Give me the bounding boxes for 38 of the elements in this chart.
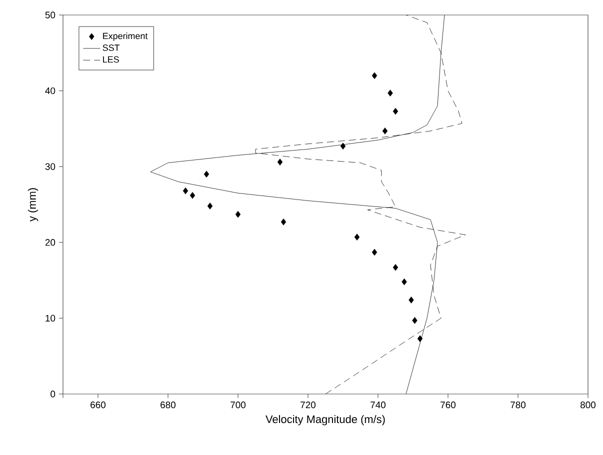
- x-tick-label: 740: [370, 402, 386, 408]
- point: [392, 108, 398, 115]
- point: [277, 158, 283, 166]
- y-tick-label: 50: [45, 12, 56, 18]
- point: [204, 170, 210, 178]
- point: [388, 90, 393, 96]
- x-axis-title: Velocity Magnitude (m/s): [266, 415, 385, 426]
- point: [182, 187, 188, 194]
- point: [372, 72, 378, 80]
- point: [417, 335, 423, 342]
- x-tick-label: 800: [580, 402, 596, 408]
- y-tick-label: 0: [50, 390, 56, 398]
- y-tick-label: 30: [45, 163, 56, 170]
- point: [392, 264, 398, 271]
- legend-label: SST: [102, 44, 120, 51]
- x-tick-label: 660: [90, 402, 106, 408]
- x-tick-label: 720: [300, 402, 316, 408]
- x-tick-label: 760: [440, 402, 456, 408]
- legend-label: LES: [103, 56, 119, 63]
- point: [408, 296, 414, 304]
- point: [412, 317, 418, 324]
- x-tick-label: 780: [510, 402, 526, 408]
- point: [207, 202, 213, 210]
- point: [354, 234, 360, 240]
- point: [372, 248, 378, 256]
- point: [402, 278, 407, 286]
- y-tick-label: 40: [45, 87, 56, 94]
- point: [382, 128, 388, 134]
- point: [235, 210, 241, 218]
- y-tick-label: 20: [45, 239, 56, 246]
- x-tick-label: 700: [230, 402, 246, 408]
- point: [340, 142, 346, 150]
- legend-label: Experiment: [103, 32, 148, 41]
- y-tick-label: 10: [46, 314, 56, 322]
- y-axis-title: y (mm): [28, 188, 38, 222]
- point: [280, 218, 286, 226]
- x-tick-label: 680: [160, 402, 176, 408]
- point: [190, 192, 196, 199]
